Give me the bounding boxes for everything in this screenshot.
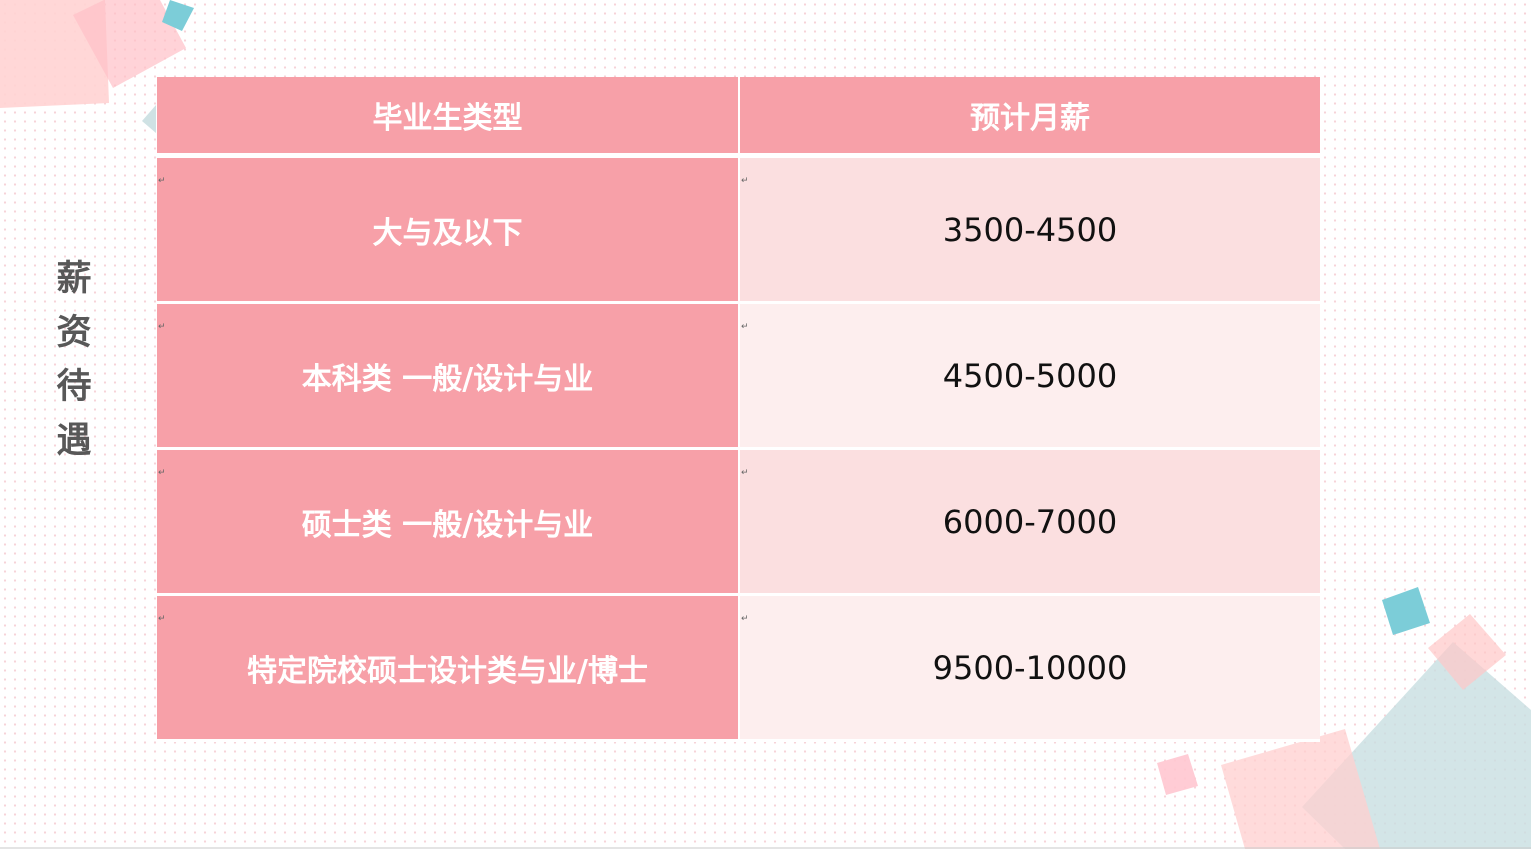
table-row: ↵ 大与及以下 ↵ 3500-4500 [157,155,1320,304]
deco-pink-square [1428,614,1506,690]
table-row: ↵ 本科类 一般/设计与业 ↵ 4500-5000 [157,302,1320,450]
table-header-row: 毕业生类型 预计月薪 [157,77,1320,158]
table-row: ↵ 特定院校硕士设计类与业/博士 ↵ 9500-10000 [157,594,1320,742]
header-graduate-type: 毕业生类型 [157,77,740,158]
salary-cell: ↵ 6000-7000 [739,448,1320,596]
page-title: 薪 资 待 遇 [52,252,96,468]
graduate-type-cell: ↵ 大与及以下 [157,155,740,304]
graduate-type-cell: ↵ 硕士类 一般/设计与业 [157,448,740,596]
graduate-type-cell: ↵ 特定院校硕士设计类与业/博士 [157,594,740,742]
salary-cell: ↵ 3500-4500 [739,155,1320,304]
cell-text: 本科类 一般/设计与业 [301,361,594,397]
header-expected-salary: 预计月薪 [739,77,1320,158]
deco-cyan-square [162,0,194,31]
deco-teal-triangle [142,105,156,133]
cell-text: 9500-10000 [932,648,1128,687]
graduate-type-cell: ↵ 本科类 一般/设计与业 [157,302,740,450]
salary-table: 毕业生类型 预计月薪 ↵ 大与及以下 ↵ 3500-4500 ↵ 本科类 一般/设计与… [157,77,1320,742]
cell-text: 硕士类 一般/设计与业 [301,507,594,543]
cell-text: 4500-5000 [942,356,1118,395]
cell-text: 6000-7000 [942,502,1118,541]
salary-cell: ↵ 9500-10000 [739,594,1320,742]
cell-text: 特定院校硕士设计类与业/博士 [247,653,648,689]
deco-pink-square [73,0,186,88]
table-row: ↵ 硕士类 一般/设计与业 ↵ 6000-7000 [157,448,1320,596]
deco-pink-square [1157,754,1198,795]
title-char: 待 [56,367,92,407]
deco-pink-square [1221,729,1380,849]
title-char: 资 [56,313,92,353]
title-char: 薪 [56,259,92,299]
cell-text: 3500-4500 [942,210,1118,249]
deco-cyan-square [1382,587,1430,635]
cell-text: 大与及以下 [372,215,523,251]
title-char: 遇 [56,421,92,461]
salary-cell: ↵ 4500-5000 [739,302,1320,450]
